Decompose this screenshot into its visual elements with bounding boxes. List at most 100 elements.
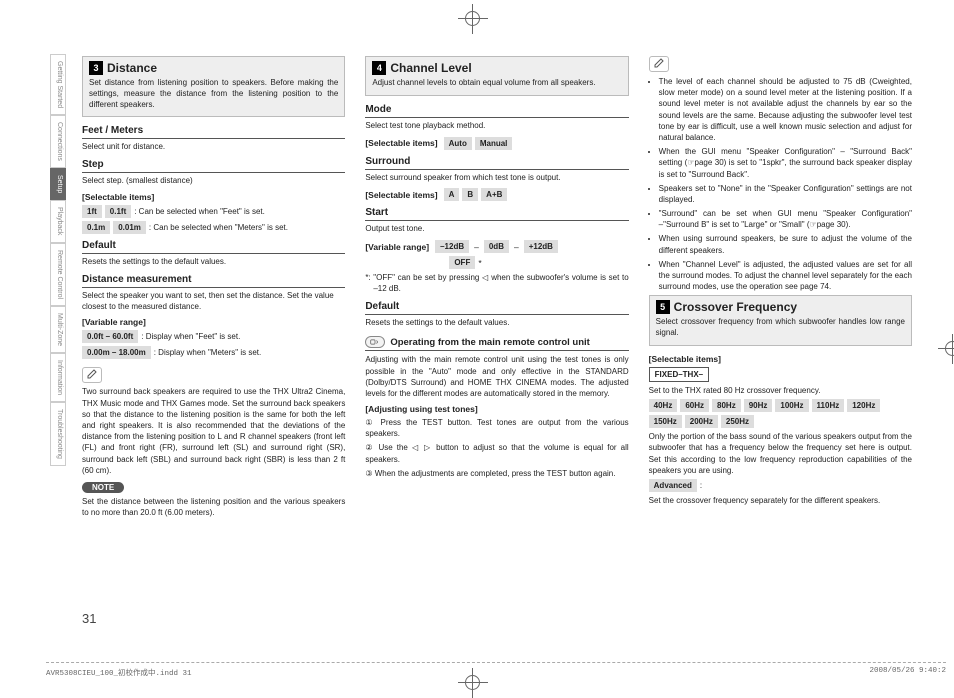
- step-row-feet: 1ft 0.1ft : Can be selected when "Feet" …: [82, 205, 345, 218]
- section-blurb-channel: Adjust channel levels to obtain equal vo…: [372, 78, 621, 89]
- heading-step: Step: [82, 159, 345, 173]
- pencil-icon: [82, 367, 102, 383]
- heading-dist-meas: Distance measurement: [82, 274, 345, 288]
- desc-feet-meters: Select unit for distance.: [82, 142, 345, 153]
- chip-90hz: 90Hz: [744, 399, 773, 412]
- adv-row: Advanced:: [649, 479, 912, 492]
- chip-0db: 0dB: [484, 240, 509, 253]
- step-1: ① Press the TEST button. Test tones are …: [365, 417, 628, 439]
- chip-150hz: 150Hz: [649, 415, 682, 428]
- desc-start: Output test tone.: [365, 224, 628, 235]
- fixed-row: FIXED–THX–: [649, 367, 912, 382]
- tab-setup[interactable]: Setup: [50, 168, 66, 200]
- step-2: ② Use the ◁ ▷ button to adjust so that t…: [365, 442, 628, 464]
- tab-remote-control[interactable]: Remote Control: [50, 243, 66, 306]
- tab-troubleshooting[interactable]: Troubleshooting: [50, 402, 66, 466]
- chip-manual: Manual: [475, 137, 513, 150]
- section-number-5: 5: [656, 300, 670, 314]
- heading-remote: Operating from the main remote control u…: [390, 337, 590, 348]
- note-feet-range: : Display when "Feet" is set.: [141, 332, 240, 341]
- section-title-crossover: Crossover Frequency: [674, 300, 797, 314]
- chip-fixed-thx: FIXED–THX–: [649, 367, 709, 382]
- fixed-note: Set to the THX rated 80 Hz crossover fre…: [649, 385, 912, 396]
- desc-remote: Adjusting with the main remote control u…: [365, 354, 628, 399]
- step-3: ③ When the adjustments are completed, pr…: [365, 468, 628, 479]
- tip-bullets: The level of each channel should be adju…: [649, 76, 912, 292]
- label-adj-tones: [Adjusting using test tones]: [365, 404, 628, 414]
- chip-110hz: 110Hz: [812, 399, 845, 412]
- desc-step: Select step. (smallest distance): [82, 176, 345, 187]
- label-selectable-mode: [Selectable items]: [365, 138, 437, 148]
- step-row-meters: 0.1m 0.01m : Can be selected when "Meter…: [82, 221, 345, 234]
- heading-default-2: Default: [365, 301, 628, 315]
- column-1: 3 Distance Set distance from listening p…: [82, 56, 345, 521]
- column-2: 4 Channel Level Adjust channel levels to…: [365, 56, 628, 521]
- start-off: OFF *: [365, 256, 628, 269]
- hz-row: 40Hz 60Hz 80Hz 90Hz 100Hz 110Hz 120Hz 15…: [649, 399, 912, 428]
- sep-2: –: [514, 242, 519, 252]
- note-block: NOTE: [82, 482, 345, 493]
- section-title-distance: Distance: [107, 61, 157, 75]
- heading-start: Start: [365, 207, 628, 221]
- label-selectable-step: [Selectable items]: [82, 192, 345, 202]
- section-title-channel: Channel Level: [390, 61, 471, 75]
- chip-0-1m: 0.1m: [82, 221, 110, 234]
- sidebar-tabs: Getting Started Connections Setup Playba…: [50, 54, 66, 466]
- label-selectable-surround: [Selectable items]: [365, 190, 437, 200]
- chip-off: OFF: [449, 256, 475, 269]
- content-columns: 3 Distance Set distance from listening p…: [82, 56, 912, 521]
- chip-b: B: [462, 188, 478, 201]
- note-feet: : Can be selected when "Feet" is set.: [134, 207, 265, 216]
- section-blurb-crossover: Select crossover frequency from which su…: [656, 317, 905, 339]
- chip-meters-range: 0.00m – 18.00m: [82, 346, 151, 359]
- chip-60hz: 60Hz: [680, 399, 709, 412]
- note-badge: NOTE: [82, 482, 124, 493]
- label-selectable-xover: [Selectable items]: [649, 354, 912, 364]
- bullet-5: When "Channel Level" is adjusted, the ad…: [659, 259, 912, 293]
- tab-connections[interactable]: Connections: [50, 115, 66, 168]
- chip-40hz: 40Hz: [649, 399, 678, 412]
- section-number-4: 4: [372, 61, 386, 75]
- section-channel-level: 4 Channel Level Adjust channel levels to…: [365, 56, 628, 96]
- desc-default-1: Resets the settings to the default value…: [82, 257, 345, 268]
- footer-left: AVR5308CIEU_100_初校作成中.indd 31: [46, 667, 192, 678]
- crop-mark-top: [458, 4, 488, 34]
- tab-playback[interactable]: Playback: [50, 200, 66, 242]
- heading-feet-meters: Feet / Meters: [82, 125, 345, 139]
- hz-note: Only the portion of the bass sound of th…: [649, 431, 912, 476]
- chip-feet-range: 0.0ft – 60.0ft: [82, 330, 138, 343]
- bullet-2: Speakers set to "None" in the "Speaker C…: [659, 183, 912, 205]
- footer: AVR5308CIEU_100_初校作成中.indd 31 2008/05/26…: [46, 662, 946, 678]
- star-note: *: "OFF" can be set by pressing ◁ when t…: [365, 272, 628, 294]
- tab-getting-started[interactable]: Getting Started: [50, 54, 66, 115]
- tip-block-3: [649, 56, 912, 72]
- tab-information[interactable]: Information: [50, 353, 66, 402]
- bullet-0: The level of each channel should be adju…: [659, 76, 912, 143]
- chip-250hz: 250Hz: [721, 415, 754, 428]
- heading-surround: Surround: [365, 156, 628, 170]
- tab-multi-zone[interactable]: Multi-Zone: [50, 306, 66, 353]
- chip-120hz: 120Hz: [847, 399, 880, 412]
- chip-advanced: Advanced: [649, 479, 697, 492]
- heading-default-1: Default: [82, 240, 345, 254]
- section-number-3: 3: [89, 61, 103, 75]
- mode-items: [Selectable items] Auto Manual: [365, 137, 628, 150]
- page-number: 31: [82, 611, 96, 626]
- chip-1ft: 1ft: [82, 205, 102, 218]
- surround-items: [Selectable items] A B A+B: [365, 188, 628, 201]
- desc-dist-meas: Select the speaker you want to set, then…: [82, 291, 345, 313]
- note-text: Set the distance between the listening p…: [82, 496, 345, 518]
- section-crossover: 5 Crossover Frequency Select crossover f…: [649, 295, 912, 346]
- heading-mode: Mode: [365, 104, 628, 118]
- chip-80hz: 80Hz: [712, 399, 741, 412]
- desc-surround: Select surround speaker from which test …: [365, 173, 628, 184]
- chip-minus12: –12dB: [435, 240, 469, 253]
- chip-plus12: +12dB: [524, 240, 558, 253]
- note-meters: : Can be selected when "Meters" is set.: [149, 223, 288, 232]
- chip-200hz: 200Hz: [685, 415, 718, 428]
- pencil-icon-3: [649, 56, 669, 72]
- note-meters-range: : Display when "Meters" is set.: [154, 348, 262, 357]
- chip-auto: Auto: [444, 137, 472, 150]
- tip-text-1: Two surround back speakers are required …: [82, 386, 345, 476]
- chip-ab: A+B: [481, 188, 507, 201]
